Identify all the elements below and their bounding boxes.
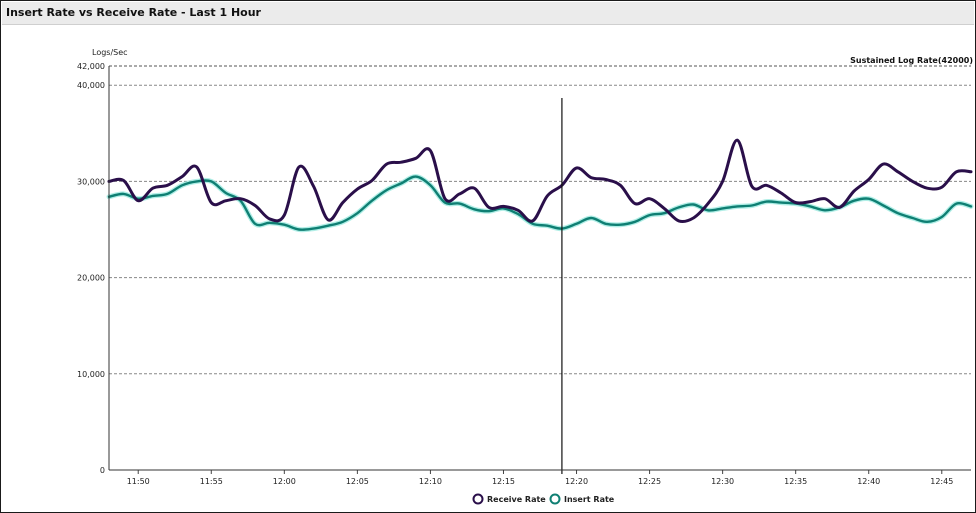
y-tick-label: 30,000 <box>77 177 105 186</box>
x-tick-label: 12:25 <box>638 477 661 486</box>
insert-rate-line-glow <box>106 174 974 233</box>
insert-rate-line <box>107 175 973 231</box>
y-tick-label: 40,000 <box>77 81 105 90</box>
x-axis-ticks: 11:50 11:55 12:00 12:05 12:10 12:15 12:20 12:25… <box>127 470 953 486</box>
x-tick-label: 12:20 <box>565 477 588 486</box>
grid-lines <box>109 65 971 375</box>
y-axis-ticks: 0 10,000 20,000 30,000 40,000 42,000 <box>77 62 105 475</box>
legend-label: Insert Rate <box>564 495 615 504</box>
x-tick-label: 12:40 <box>857 477 880 486</box>
x-tick-label: 11:50 <box>127 477 150 486</box>
x-tick-label: 12:00 <box>273 477 296 486</box>
x-tick-label: 12:45 <box>930 477 953 486</box>
x-tick-label: 12:05 <box>346 477 369 486</box>
y-axis-label: Logs/Sec <box>92 48 128 57</box>
x-tick-label: 12:10 <box>419 477 442 486</box>
x-tick-label: 12:30 <box>711 477 734 486</box>
legend-item: Insert Rate <box>549 493 615 505</box>
x-tick-label: 12:35 <box>784 477 807 486</box>
reference-line-label: Sustained Log Rate(42000) <box>850 56 973 65</box>
chart-title-bar: Insert Rate vs Receive Rate - Last 1 Hou… <box>2 2 974 25</box>
x-tick-label: 11:55 <box>200 477 223 486</box>
series-lines <box>106 138 974 233</box>
chart-title: Insert Rate vs Receive Rate - Last 1 Hou… <box>6 6 261 19</box>
x-tick-label: 12:15 <box>492 477 515 486</box>
y-tick-label: 20,000 <box>77 274 105 283</box>
legend-label: Receive Rate <box>487 495 546 504</box>
y-tick-label: 0 <box>100 466 105 475</box>
legend-marker <box>549 493 561 505</box>
y-tick-label: 10,000 <box>77 370 105 379</box>
axes <box>108 66 971 471</box>
legend-item: Receive Rate <box>472 493 546 505</box>
legend: Receive Rate Insert Rate <box>472 493 615 505</box>
receive-rate-line <box>107 138 973 224</box>
y-tick-label: 42,000 <box>77 62 105 71</box>
legend-marker <box>472 493 484 505</box>
